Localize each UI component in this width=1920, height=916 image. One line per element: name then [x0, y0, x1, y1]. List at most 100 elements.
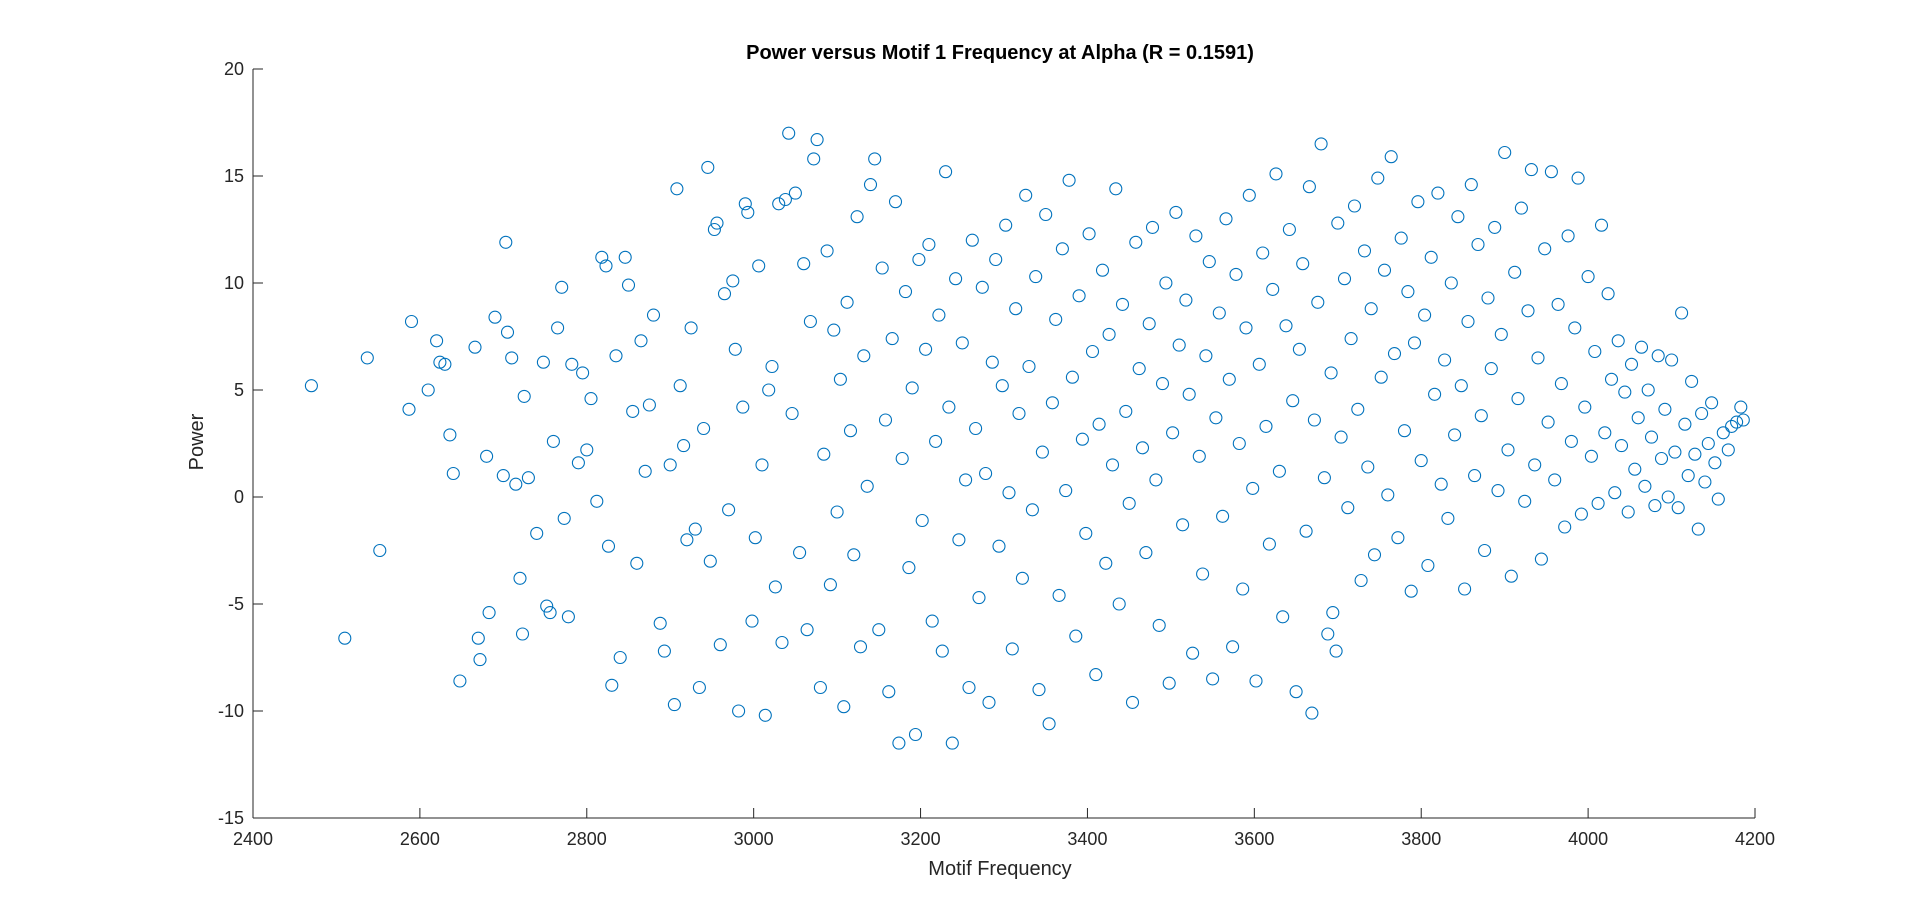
data-point: [955, 336, 969, 350]
data-point: [868, 152, 882, 166]
data-point: [1571, 171, 1585, 185]
data-point: [1139, 546, 1153, 560]
data-point: [509, 477, 523, 491]
data-point: [1491, 484, 1505, 498]
data-point: [1209, 411, 1223, 425]
data-point: [1102, 327, 1116, 341]
data-point: [605, 678, 619, 692]
data-point: [1468, 469, 1482, 483]
data-point: [1357, 244, 1372, 258]
data-point: [1397, 424, 1412, 438]
y-tick-label: 10: [224, 273, 244, 293]
data-point: [843, 424, 858, 438]
data-point: [982, 695, 996, 709]
data-point: [925, 614, 939, 628]
data-point: [1708, 456, 1722, 470]
data-point: [985, 355, 999, 369]
data-point: [793, 546, 807, 560]
y-tick-label: 15: [224, 166, 244, 186]
data-point: [748, 531, 762, 545]
data-point: [1129, 235, 1143, 249]
data-point: [1279, 319, 1293, 333]
data-point: [1302, 180, 1316, 194]
data-point: [788, 186, 802, 200]
data-point: [638, 464, 652, 478]
data-point: [975, 280, 989, 294]
data-point: [1401, 285, 1415, 299]
y-tick-label: 5: [234, 380, 244, 400]
data-point: [1665, 353, 1679, 367]
data-point: [1246, 481, 1260, 495]
data-point: [536, 355, 550, 369]
data-point: [823, 578, 837, 592]
y-tick-label: -10: [218, 701, 244, 721]
data-point: [959, 473, 973, 487]
x-tick-label: 4000: [1568, 829, 1608, 849]
data-point: [1226, 640, 1240, 654]
x-tick-label: 3800: [1401, 829, 1441, 849]
data-point: [1152, 618, 1166, 632]
data-point: [840, 295, 854, 309]
data-point: [1634, 340, 1649, 354]
data-point: [1514, 201, 1528, 215]
data-point: [1730, 415, 1744, 429]
data-point: [1122, 496, 1136, 510]
data-point: [1654, 451, 1669, 466]
data-point: [713, 638, 727, 652]
data-point: [613, 650, 627, 665]
data-point: [745, 614, 759, 628]
data-point: [1698, 475, 1712, 489]
data-point: [1734, 400, 1748, 414]
data-point: [810, 133, 824, 147]
x-tick-label: 2800: [567, 829, 607, 849]
data-point: [1528, 458, 1542, 472]
data-point: [1055, 242, 1069, 256]
data-point: [1478, 543, 1492, 558]
data-point: [1574, 507, 1588, 521]
data-point: [1554, 377, 1568, 391]
data-point: [949, 272, 963, 286]
data-point: [969, 421, 983, 436]
y-axis-label: Power: [186, 413, 208, 470]
data-point: [543, 606, 557, 620]
data-point: [919, 342, 933, 356]
data-point: [1282, 222, 1296, 237]
data-point: [601, 539, 616, 553]
data-point: [902, 561, 916, 575]
data-point: [551, 321, 565, 335]
data-point: [1199, 349, 1213, 363]
data-point: [1256, 246, 1270, 260]
data-point: [1578, 400, 1592, 414]
data-point: [599, 259, 613, 273]
data-point: [1002, 486, 1016, 500]
data-point: [1624, 357, 1639, 371]
data-point: [1092, 417, 1106, 431]
data-point: [1015, 571, 1029, 585]
data-point: [1072, 289, 1086, 303]
data-point: [1361, 460, 1375, 474]
data-point: [453, 674, 467, 688]
data-point: [850, 210, 864, 224]
data-point: [482, 606, 496, 620]
data-point: [1176, 518, 1190, 532]
data-point: [1216, 509, 1230, 523]
data-point: [584, 392, 598, 406]
data-point: [1364, 302, 1378, 316]
data-point: [1314, 137, 1328, 151]
data-point: [1189, 229, 1203, 243]
data-point: [1538, 242, 1552, 256]
data-point: [1266, 282, 1280, 296]
data-point: [820, 244, 834, 258]
data-point: [576, 366, 590, 380]
data-point: [1239, 321, 1253, 335]
data-point: [1012, 406, 1026, 421]
data-point: [1311, 295, 1325, 309]
data-point: [1548, 473, 1562, 487]
data-point: [1441, 511, 1455, 525]
data-point: [935, 644, 949, 658]
data-point: [1029, 270, 1043, 284]
data-point: [1186, 646, 1200, 660]
data-point: [817, 447, 831, 461]
data-point: [878, 413, 893, 427]
data-point: [667, 698, 681, 712]
